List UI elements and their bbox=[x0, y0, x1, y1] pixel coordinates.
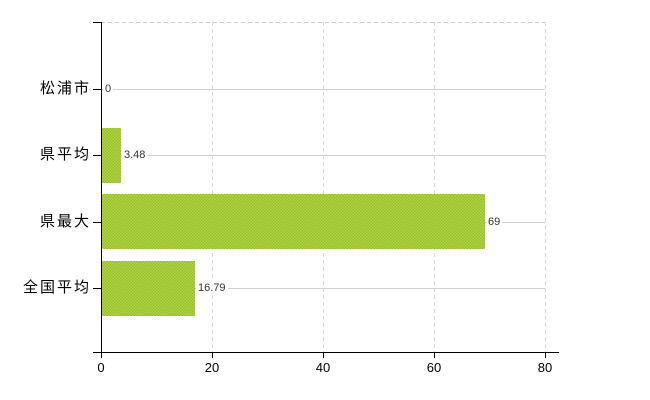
x-axis-tick bbox=[323, 353, 324, 358]
row-gridline bbox=[101, 288, 545, 289]
value-label: 69 bbox=[486, 215, 503, 229]
category-label-県平均: 県平均 bbox=[39, 146, 91, 163]
x-tick-label: 20 bbox=[204, 360, 220, 375]
y-axis-line bbox=[101, 22, 102, 352]
y-axis-end-tick bbox=[93, 22, 101, 23]
bar-全国平均 bbox=[102, 261, 195, 316]
y-axis-tick bbox=[93, 288, 101, 289]
category-label-松浦市: 松浦市 bbox=[39, 80, 91, 97]
row-gridline bbox=[101, 155, 545, 156]
row-gridline bbox=[101, 89, 545, 90]
x-tick-label: 0 bbox=[97, 360, 105, 375]
x-axis-line bbox=[93, 352, 559, 353]
value-label: 0 bbox=[103, 82, 114, 96]
x-axis-tick bbox=[101, 353, 102, 358]
y-axis-tick bbox=[93, 222, 101, 223]
value-label: 3.48 bbox=[122, 148, 148, 162]
x-tick-label: 40 bbox=[315, 360, 331, 375]
vertical-gridline bbox=[434, 22, 435, 352]
x-axis-tick bbox=[545, 353, 546, 358]
category-label-県最大: 県最大 bbox=[39, 213, 91, 230]
x-axis-tick bbox=[434, 353, 435, 358]
x-tick-label: 80 bbox=[537, 360, 553, 375]
value-label: 16.79 bbox=[196, 281, 228, 295]
bar-県最大 bbox=[102, 194, 485, 249]
vertical-gridline bbox=[545, 22, 546, 352]
category-label-全国平均: 全国平均 bbox=[22, 279, 91, 296]
x-axis-tick bbox=[212, 353, 213, 358]
vertical-gridline bbox=[212, 22, 213, 352]
bar-県平均 bbox=[102, 128, 121, 183]
x-tick-label: 60 bbox=[426, 360, 442, 375]
y-axis-tick bbox=[93, 89, 101, 90]
y-axis-tick bbox=[93, 155, 101, 156]
vertical-gridline bbox=[323, 22, 324, 352]
